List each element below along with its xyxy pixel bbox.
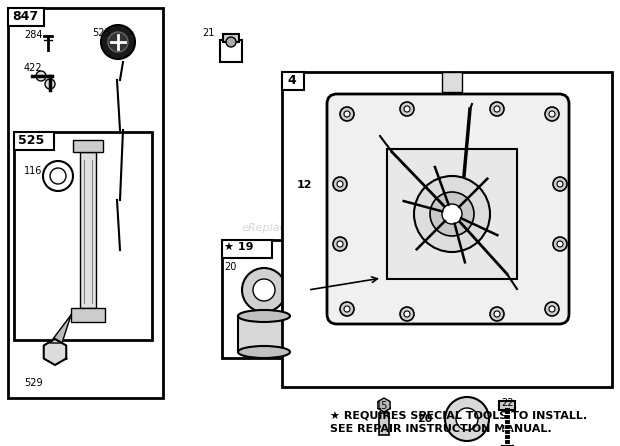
Bar <box>223 34 239 42</box>
Bar <box>379 413 389 435</box>
Circle shape <box>549 306 555 312</box>
Circle shape <box>557 241 563 247</box>
Text: 12: 12 <box>297 180 312 190</box>
Circle shape <box>337 241 343 247</box>
Circle shape <box>404 106 410 112</box>
Circle shape <box>101 25 135 59</box>
Circle shape <box>108 32 128 52</box>
Text: SEE REPAIR INSTRUCTION MANUAL.: SEE REPAIR INSTRUCTION MANUAL. <box>330 424 552 434</box>
Circle shape <box>253 279 275 301</box>
Circle shape <box>490 307 504 321</box>
Text: 116: 116 <box>24 166 42 176</box>
Circle shape <box>557 181 563 187</box>
Ellipse shape <box>238 346 290 358</box>
Circle shape <box>549 111 555 117</box>
Bar <box>222 240 272 258</box>
Bar <box>222 240 306 358</box>
Circle shape <box>456 408 478 430</box>
Circle shape <box>344 306 350 312</box>
Polygon shape <box>44 339 66 365</box>
Circle shape <box>226 37 236 47</box>
Circle shape <box>442 204 462 224</box>
Text: 847: 847 <box>12 10 38 23</box>
Circle shape <box>545 302 559 316</box>
Text: 21: 21 <box>202 28 215 38</box>
Bar <box>501 445 513 446</box>
Circle shape <box>430 192 474 236</box>
Text: eReplacementParts.com: eReplacementParts.com <box>242 223 378 233</box>
Circle shape <box>545 107 559 121</box>
Circle shape <box>490 102 504 116</box>
Circle shape <box>333 177 347 191</box>
Bar <box>80 152 96 308</box>
Text: 422: 422 <box>24 63 43 73</box>
Circle shape <box>445 397 489 441</box>
Text: 284: 284 <box>24 30 43 40</box>
Bar <box>8 8 163 398</box>
Text: 523: 523 <box>92 28 110 38</box>
Circle shape <box>553 237 567 251</box>
Circle shape <box>43 161 73 191</box>
Circle shape <box>553 177 567 191</box>
Circle shape <box>50 168 66 184</box>
Bar <box>71 308 105 322</box>
Text: 15: 15 <box>376 401 388 411</box>
Circle shape <box>404 311 410 317</box>
Bar <box>442 72 462 92</box>
Polygon shape <box>50 315 71 343</box>
Text: 525: 525 <box>18 134 44 147</box>
Circle shape <box>400 307 414 321</box>
Bar <box>282 72 612 387</box>
Text: ★ REQUIRES SPECIAL TOOLS TO INSTALL.: ★ REQUIRES SPECIAL TOOLS TO INSTALL. <box>330 410 587 420</box>
Circle shape <box>337 181 343 187</box>
Bar <box>8 8 44 26</box>
Text: 20: 20 <box>224 262 236 272</box>
Circle shape <box>340 107 354 121</box>
Bar <box>238 316 290 352</box>
Bar <box>220 40 242 62</box>
Circle shape <box>414 176 490 252</box>
Bar <box>14 132 152 340</box>
Bar <box>14 132 54 150</box>
FancyBboxPatch shape <box>327 94 569 324</box>
Circle shape <box>400 102 414 116</box>
Circle shape <box>494 311 500 317</box>
Bar <box>73 140 103 152</box>
Circle shape <box>36 71 46 81</box>
Bar <box>387 149 517 279</box>
Bar <box>282 72 304 90</box>
Polygon shape <box>378 398 390 412</box>
Text: 20: 20 <box>417 414 432 424</box>
Bar <box>499 401 515 410</box>
Circle shape <box>242 268 286 312</box>
Text: 529: 529 <box>24 378 43 388</box>
Circle shape <box>344 111 350 117</box>
Circle shape <box>340 302 354 316</box>
Circle shape <box>494 106 500 112</box>
Ellipse shape <box>238 310 290 322</box>
Text: ★ 19: ★ 19 <box>224 242 254 252</box>
Text: 4: 4 <box>287 74 296 87</box>
Text: 22: 22 <box>501 398 513 408</box>
Circle shape <box>45 79 55 89</box>
Circle shape <box>333 237 347 251</box>
Circle shape <box>49 346 61 358</box>
